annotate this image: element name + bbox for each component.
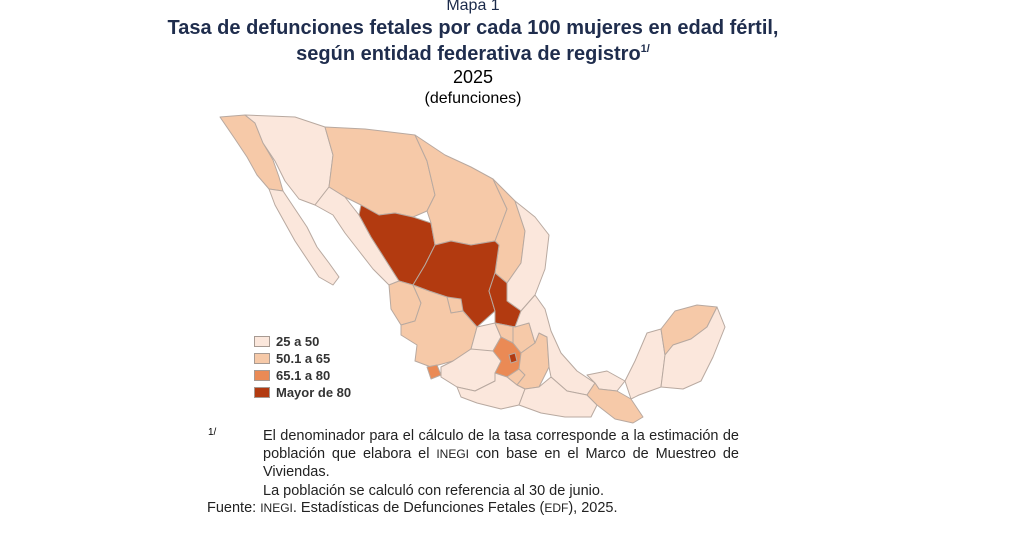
footnote-text-a: El denominador para el cálculo de la tas… <box>263 428 739 462</box>
state-campeche <box>624 328 666 400</box>
footnote-line-2: La población se calculó con referencia a… <box>263 483 604 499</box>
state-guerrero <box>456 372 526 410</box>
state-jalisco <box>400 284 478 368</box>
source-label: Fuente: <box>207 500 257 516</box>
source-abbr: EDF <box>544 501 569 515</box>
legend-swatch <box>254 353 270 364</box>
footnote-marker: 1/ <box>208 427 217 438</box>
state-ciudad-de-mexico <box>508 352 518 364</box>
legend-item: 65.1 a 80 <box>254 367 351 384</box>
map-title-line-1: Tasa de defunciones fetales por cada 100… <box>167 17 779 39</box>
title-footnote-ref: 1/ <box>640 43 650 55</box>
state-chiapas <box>586 382 644 424</box>
legend-item: 25 a 50 <box>254 333 351 350</box>
legend-label: Mayor de 80 <box>276 385 352 400</box>
legend-label: 50.1 a 65 <box>276 351 331 366</box>
map-units: (defunciones) <box>424 90 522 107</box>
map-legend: 25 a 50 50.1 a 65 65.1 a 80 Mayor de 80 <box>254 333 351 401</box>
state-sonora <box>244 114 334 206</box>
footnote-text: El denominador para el cálculo de la tas… <box>263 427 739 481</box>
legend-swatch <box>254 387 270 398</box>
source-text-a: . Estadísticas de Defunciones Fetales ( <box>292 500 545 516</box>
source-text-b: ), 2025. <box>568 500 618 516</box>
state-colima <box>426 364 442 380</box>
legend-item: 50.1 a 65 <box>254 350 351 367</box>
legend-swatch <box>254 370 270 381</box>
state-baja-california-sur <box>268 188 340 286</box>
state-quintana-roo <box>660 306 726 390</box>
footnote-text-b: con base en el Marco de Muestreo de Vivi… <box>263 446 740 480</box>
source-org: INEGI <box>260 501 293 515</box>
map-year: 2025 <box>452 67 494 87</box>
map-number: Mapa 1 <box>446 0 500 14</box>
source-note: Fuente: INEGI. Estadísticas de Defuncion… <box>207 500 618 516</box>
map-title-line-2-text: según entidad federativa de registro <box>296 43 641 65</box>
map-title-line-2: según entidad federativa de registro1/ <box>0 43 946 66</box>
mexico-choropleth-map <box>219 114 726 424</box>
legend-label: 25 a 50 <box>276 334 320 349</box>
legend-swatch <box>254 336 270 347</box>
footnote-inegi: INEGI <box>436 447 469 461</box>
legend-item: Mayor de 80 <box>254 384 351 401</box>
legend-label: 65.1 a 80 <box>276 368 331 383</box>
